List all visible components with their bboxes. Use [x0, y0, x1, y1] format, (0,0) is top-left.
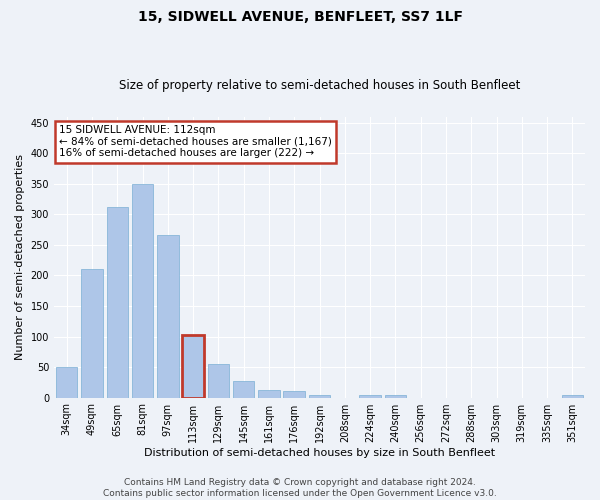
- Bar: [562, 395, 583, 398]
- Text: 15, SIDWELL AVENUE, BENFLEET, SS7 1LF: 15, SIDWELL AVENUE, BENFLEET, SS7 1LF: [137, 10, 463, 24]
- Bar: [208, 364, 229, 398]
- Bar: [182, 334, 204, 398]
- Bar: [359, 394, 381, 398]
- Text: Contains HM Land Registry data © Crown copyright and database right 2024.
Contai: Contains HM Land Registry data © Crown c…: [103, 478, 497, 498]
- Bar: [258, 390, 280, 398]
- Bar: [233, 381, 254, 398]
- Bar: [81, 270, 103, 398]
- Bar: [385, 394, 406, 398]
- Bar: [283, 391, 305, 398]
- Title: Size of property relative to semi-detached houses in South Benfleet: Size of property relative to semi-detach…: [119, 79, 520, 92]
- Bar: [107, 207, 128, 398]
- X-axis label: Distribution of semi-detached houses by size in South Benfleet: Distribution of semi-detached houses by …: [144, 448, 495, 458]
- Text: 15 SIDWELL AVENUE: 112sqm
← 84% of semi-detached houses are smaller (1,167)
16% : 15 SIDWELL AVENUE: 112sqm ← 84% of semi-…: [59, 125, 332, 158]
- Bar: [132, 184, 153, 398]
- Bar: [157, 234, 179, 398]
- Bar: [309, 394, 330, 398]
- Bar: [56, 367, 77, 398]
- Y-axis label: Number of semi-detached properties: Number of semi-detached properties: [15, 154, 25, 360]
